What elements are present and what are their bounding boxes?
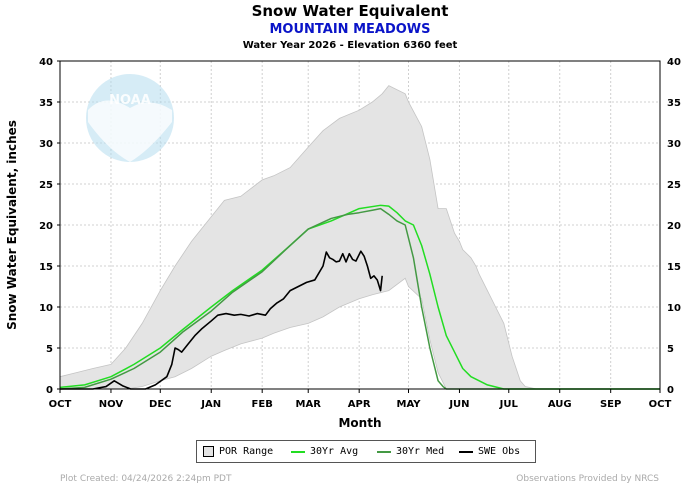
station-name: MOUNTAIN MEADOWS <box>269 22 431 37</box>
y-tick-label-left: 0 <box>46 385 53 396</box>
y-axis-label: Snow Water Equivalent, inches <box>5 120 19 330</box>
y-tick-label-right: 35 <box>667 98 681 109</box>
noaa-logo-text: NOAA <box>109 93 151 108</box>
noaa-logo: NOAA <box>86 74 174 162</box>
legend-item-swe-obs: SWE Obs <box>459 441 520 462</box>
x-tick-label: DEC <box>149 399 171 410</box>
x-tick-label: JUN <box>448 399 469 410</box>
y-tick-label-left: 40 <box>39 57 53 68</box>
legend-swatch-por-range <box>203 446 214 457</box>
y-tick-label-right: 30 <box>667 139 681 150</box>
series-30yr-med-line <box>59 207 660 390</box>
x-tick-label: NOV <box>99 399 124 410</box>
y-tick-label-left: 15 <box>39 262 53 273</box>
legend-item-30yr-avg: 30Yr Avg <box>291 441 358 462</box>
x-tick-label: SEP <box>600 399 621 410</box>
series-30yr-avg-line <box>59 204 660 390</box>
legend-swatch-swe-obs <box>459 450 473 453</box>
y-tick-label-right: 20 <box>667 221 681 232</box>
y-tick-label-left: 10 <box>39 303 53 314</box>
x-tick-label: MAR <box>296 399 322 410</box>
legend-swatch-30yr-avg <box>291 450 305 453</box>
legend-label-swe-obs: SWE Obs <box>478 446 521 457</box>
x-tick-label: MAY <box>397 399 422 410</box>
y-tick-label-left: 25 <box>39 180 53 191</box>
y-tick-label-right: 25 <box>667 180 681 191</box>
chart-series <box>59 85 660 390</box>
x-tick-label: AUG <box>548 399 572 410</box>
legend-item-30yr-med: 30Yr Med <box>377 441 444 462</box>
y-tick-label-right: 15 <box>667 262 681 273</box>
legend-label-30yr-avg: 30Yr Avg <box>310 446 359 457</box>
legend-item-por-range: POR Range <box>203 441 273 462</box>
observations-credit: Observations Provided by NRCS <box>516 474 659 484</box>
x-tick-label: FEB <box>252 399 273 410</box>
x-tick-label: JUL <box>499 399 519 410</box>
legend-label-30yr-med: 30Yr Med <box>396 446 445 457</box>
series-swe-obs-line <box>60 250 383 390</box>
y-tick-label-left: 35 <box>39 98 53 109</box>
y-tick-label-left: 20 <box>39 221 53 232</box>
y-tick-label-left: 30 <box>39 139 53 150</box>
chart-legend: POR Range 30Yr Avg 30Yr Med SWE Obs <box>196 440 536 463</box>
chart-title: Snow Water Equivalent <box>251 2 449 20</box>
y-tick-label-left: 5 <box>46 344 53 355</box>
y-tick-label-right: 40 <box>667 57 681 68</box>
legend-swatch-30yr-med <box>377 450 391 453</box>
x-tick-label: APR <box>348 399 371 410</box>
x-tick-label: JAN <box>200 399 221 410</box>
x-axis-label: Month <box>338 416 381 430</box>
x-tick-label: OCT <box>49 399 72 410</box>
y-tick-label-right: 0 <box>667 385 674 396</box>
chart-subtitle: Water Year 2026 - Elevation 6360 feet <box>242 40 458 51</box>
plot-created-text: Plot Created: 04/24/2026 2:24pm PDT <box>60 474 232 484</box>
legend-label-por-range: POR Range <box>219 446 274 457</box>
x-tick-label: OCT <box>649 399 672 410</box>
y-tick-label-right: 10 <box>667 303 681 314</box>
y-tick-label-right: 5 <box>667 344 674 355</box>
chart-axes: 0 0 5 5 10 10 15 15 20 20 25 25 30 30 35 35 40 40 OCT NOV DE… <box>39 57 681 410</box>
